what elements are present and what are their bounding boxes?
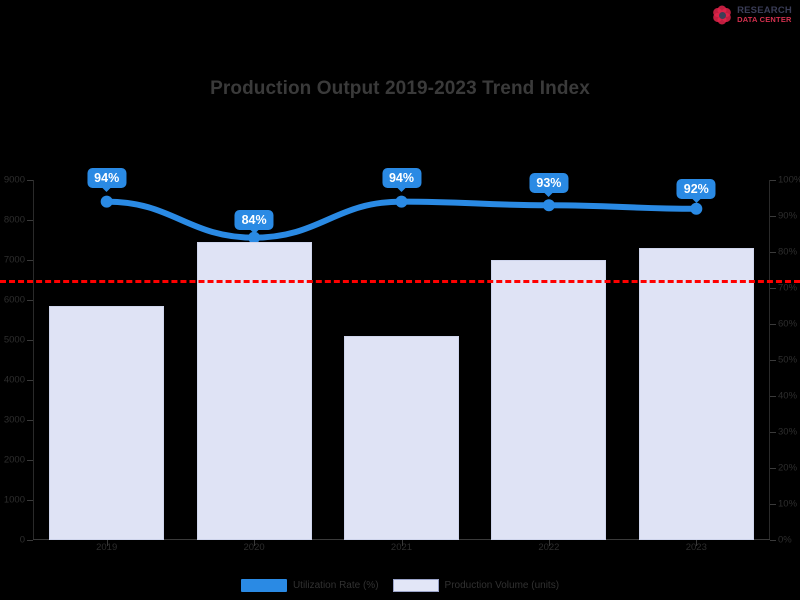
y-tick-label-right: 30% — [778, 426, 798, 438]
y-tick-label-left: 0 — [19, 534, 25, 546]
y-tick-right — [770, 324, 776, 325]
y-tick-left — [27, 540, 33, 541]
y-tick-left — [27, 220, 33, 221]
line-marker[interactable] — [542, 199, 555, 212]
x-tick — [254, 540, 256, 546]
bar-column[interactable] — [638, 248, 754, 540]
bar-column[interactable] — [491, 260, 607, 540]
y-tick-left — [27, 420, 33, 421]
y-tick-label-left: 1000 — [3, 494, 25, 506]
bar-column[interactable] — [49, 306, 165, 540]
data-label: 94% — [381, 167, 422, 192]
x-tick-label: 2022 — [538, 542, 560, 553]
legend-swatch-line — [240, 579, 287, 592]
y-axis-left — [33, 180, 34, 540]
line-marker[interactable] — [100, 195, 113, 208]
y-tick-label-left: 2000 — [3, 454, 25, 466]
data-label: 93% — [529, 173, 569, 198]
plot-area: 9000 8000 7000 6000 5000 4000 3000 2000 1000 0 100… — [0, 167, 800, 553]
data-label: 84% — [234, 209, 274, 234]
y-tick-right — [770, 252, 776, 253]
line-marker[interactable] — [395, 195, 408, 208]
logo-line-2: DATA CENTER — [737, 15, 792, 25]
x-tick — [401, 540, 403, 546]
legend-swatch-bar — [392, 579, 439, 592]
brand-logo: RESEARCH DATA CENTER — [711, 4, 792, 26]
y-tick-label-right: 10% — [778, 498, 798, 510]
y-tick-left — [27, 380, 33, 381]
chart-title: Production Output 2019-2023 Trend Index — [210, 78, 590, 99]
y-tick-label-right: 50% — [778, 354, 798, 366]
x-tick-label: 2023 — [685, 542, 707, 553]
y-tick-label-right: 80% — [778, 246, 798, 258]
reference-line — [0, 280, 800, 283]
line-series — [100, 195, 703, 244]
y-tick-left — [27, 260, 33, 261]
legend-label-bar: Production Volume (units) — [444, 580, 560, 591]
chart-legend: Utilization Rate (%) Production Volume (… — [0, 579, 800, 592]
data-label: 92% — [676, 178, 716, 203]
line-marker[interactable] — [248, 231, 261, 244]
y-tick-right — [770, 432, 776, 433]
data-label: 94% — [87, 167, 127, 192]
y-tick-left — [27, 460, 33, 461]
y-tick-label-right: 40% — [778, 390, 798, 402]
y-tick-right — [770, 288, 776, 289]
x-tick — [548, 540, 550, 546]
y-tick-right — [770, 504, 776, 505]
bar-column[interactable] — [344, 336, 459, 540]
bar-column[interactable] — [196, 242, 312, 540]
x-tick-label: 2019 — [96, 542, 118, 553]
y-tick-label-right: 0% — [778, 534, 792, 546]
y-tick-right — [770, 180, 776, 181]
legend-item-line[interactable]: Utilization Rate (%) — [240, 579, 379, 592]
x-tick — [106, 540, 108, 546]
x-tick-label: 2021 — [390, 542, 413, 553]
line-marker[interactable] — [690, 202, 703, 215]
y-tick-label-right: 100% — [778, 174, 800, 186]
y-tick-left — [27, 180, 33, 181]
legend-item-bar[interactable]: Production Volume (units) — [392, 579, 560, 592]
y-tick-right — [770, 360, 776, 361]
y-tick-left — [27, 500, 33, 501]
y-tick-label-left: 8000 — [3, 214, 25, 226]
y-tick-label-left: 7000 — [3, 254, 25, 266]
x-tick-label: 2020 — [243, 542, 265, 553]
logo-wordmark: RESEARCH DATA CENTER — [737, 6, 792, 24]
y-tick-label-left: 3000 — [3, 414, 25, 426]
y-tick-right — [770, 468, 776, 469]
legend-label-line: Utilization Rate (%) — [292, 580, 379, 591]
logo-flower-icon — [711, 4, 733, 26]
y-tick-label-left: 5000 — [3, 334, 25, 346]
y-tick-label-left: 6000 — [3, 294, 25, 306]
y-tick-label-right: 70% — [778, 282, 798, 294]
x-tick — [696, 540, 698, 546]
y-tick-label-left: 4000 — [3, 374, 25, 386]
y-tick-label-left: 9000 — [3, 174, 25, 186]
y-tick-right — [770, 216, 776, 217]
logo-line-1: RESEARCH — [737, 5, 792, 17]
y-tick-label-right: 20% — [778, 462, 798, 474]
y-tick-left — [27, 300, 33, 301]
y-tick-label-right: 90% — [778, 210, 798, 222]
y-tick-label-right: 60% — [778, 318, 798, 330]
y-tick-left — [27, 340, 33, 341]
y-tick-right — [770, 396, 776, 397]
y-axis-right — [769, 180, 770, 540]
y-tick-right — [770, 540, 776, 541]
